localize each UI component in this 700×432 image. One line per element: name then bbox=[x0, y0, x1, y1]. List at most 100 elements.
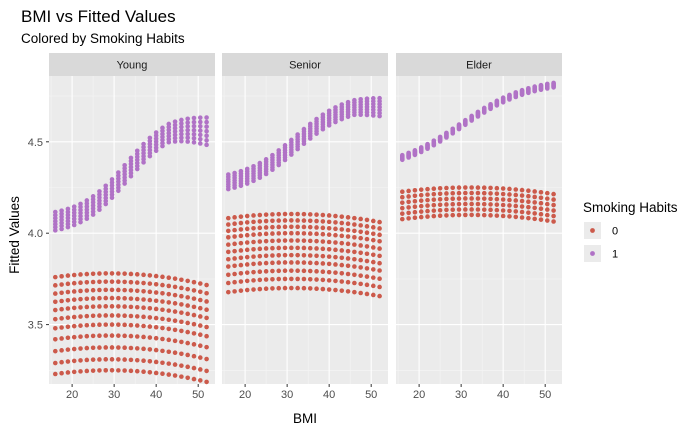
data-point-smoking-0 bbox=[65, 281, 71, 287]
data-point-smoking-1 bbox=[551, 80, 556, 86]
data-point-smoking-0 bbox=[345, 279, 351, 285]
data-point-smoking-0 bbox=[109, 313, 115, 318]
data-point-smoking-0 bbox=[141, 369, 146, 374]
data-point-smoking-0 bbox=[65, 335, 71, 341]
data-point-smoking-0 bbox=[289, 218, 294, 223]
data-point-smoking-0 bbox=[90, 279, 96, 285]
data-point-smoking-0 bbox=[191, 279, 197, 285]
data-point-smoking-0 bbox=[538, 189, 544, 195]
data-point-smoking-0 bbox=[370, 252, 376, 258]
data-point-smoking-0 bbox=[339, 233, 345, 239]
data-point-smoking-0 bbox=[551, 208, 556, 213]
data-point-smoking-0 bbox=[406, 194, 411, 199]
data-point-smoking-0 bbox=[90, 313, 96, 319]
data-point-smoking-0 bbox=[345, 221, 351, 227]
data-point-smoking-0 bbox=[488, 196, 493, 202]
data-point-smoking-0 bbox=[153, 281, 159, 287]
data-point-smoking-0 bbox=[314, 238, 319, 244]
data-point-smoking-0 bbox=[425, 208, 430, 214]
data-point-smoking-1 bbox=[257, 160, 263, 166]
data-point-smoking-1 bbox=[197, 115, 203, 120]
data-point-smoking-0 bbox=[147, 289, 153, 295]
data-point-smoking-0 bbox=[425, 197, 430, 203]
data-point-smoking-0 bbox=[301, 238, 307, 243]
data-point-smoking-0 bbox=[232, 215, 237, 220]
data-point-smoking-0 bbox=[59, 316, 64, 321]
data-point-smoking-1 bbox=[450, 126, 456, 132]
data-point-smoking-1 bbox=[53, 209, 58, 215]
data-point-smoking-0 bbox=[263, 286, 269, 291]
data-point-smoking-0 bbox=[197, 323, 203, 328]
data-point-smoking-0 bbox=[160, 325, 165, 331]
data-point-smoking-0 bbox=[97, 295, 102, 301]
data-point-smoking-0 bbox=[358, 223, 363, 228]
data-point-smoking-0 bbox=[153, 370, 159, 376]
legend-swatch bbox=[590, 228, 595, 233]
data-point-smoking-0 bbox=[251, 213, 256, 218]
data-point-smoking-0 bbox=[71, 305, 77, 311]
data-point-smoking-1 bbox=[185, 139, 190, 144]
data-point-smoking-0 bbox=[153, 290, 159, 295]
data-point-smoking-0 bbox=[295, 252, 300, 258]
data-point-smoking-0 bbox=[282, 218, 288, 223]
data-point-smoking-1 bbox=[463, 117, 468, 123]
data-point-smoking-0 bbox=[418, 198, 424, 203]
data-point-smoking-0 bbox=[314, 231, 319, 237]
legend-label: 1 bbox=[612, 249, 618, 261]
data-point-smoking-1 bbox=[191, 115, 197, 121]
data-point-smoking-0 bbox=[134, 296, 140, 302]
data-point-smoking-0 bbox=[475, 201, 481, 207]
x-tick-label: 50 bbox=[539, 389, 551, 401]
data-point-smoking-1 bbox=[204, 142, 209, 148]
data-point-smoking-1 bbox=[179, 121, 184, 126]
data-point-smoking-0 bbox=[339, 248, 345, 253]
data-point-smoking-1 bbox=[179, 135, 184, 141]
data-point-smoking-0 bbox=[469, 196, 474, 201]
data-point-smoking-0 bbox=[339, 279, 345, 284]
data-point-smoking-0 bbox=[276, 252, 282, 258]
data-point-smoking-1 bbox=[191, 123, 197, 129]
data-point-smoking-0 bbox=[244, 287, 250, 293]
data-point-smoking-1 bbox=[377, 95, 382, 101]
data-point-smoking-1 bbox=[147, 135, 153, 141]
data-point-smoking-0 bbox=[282, 230, 288, 236]
data-point-smoking-0 bbox=[238, 240, 244, 246]
data-point-smoking-0 bbox=[320, 269, 326, 274]
data-point-smoking-0 bbox=[418, 192, 424, 198]
data-point-smoking-1 bbox=[276, 148, 282, 153]
data-point-smoking-0 bbox=[412, 198, 418, 204]
data-point-smoking-0 bbox=[172, 338, 178, 344]
data-point-smoking-0 bbox=[65, 324, 71, 330]
data-point-smoking-1 bbox=[166, 121, 172, 127]
data-point-smoking-0 bbox=[333, 287, 338, 293]
facet-panel-young: Young 20 30 40 50 bbox=[49, 53, 215, 401]
data-point-smoking-0 bbox=[103, 295, 109, 301]
data-point-smoking-0 bbox=[475, 196, 481, 201]
data-point-smoking-0 bbox=[78, 323, 83, 328]
data-point-smoking-0 bbox=[166, 291, 172, 297]
data-point-smoking-0 bbox=[53, 316, 58, 322]
data-point-smoking-1 bbox=[97, 189, 102, 194]
data-point-smoking-0 bbox=[488, 191, 493, 196]
data-point-smoking-1 bbox=[418, 145, 424, 150]
data-point-smoking-0 bbox=[185, 352, 190, 358]
data-point-smoking-0 bbox=[232, 256, 237, 261]
y-tick-label: 4.5 bbox=[28, 137, 43, 149]
data-point-smoking-0 bbox=[276, 260, 282, 265]
data-point-smoking-0 bbox=[226, 235, 231, 240]
data-point-smoking-0 bbox=[320, 246, 326, 252]
data-point-smoking-0 bbox=[147, 347, 153, 352]
data-point-smoking-0 bbox=[134, 280, 140, 285]
data-point-smoking-0 bbox=[71, 369, 77, 375]
data-point-smoking-0 bbox=[153, 347, 159, 353]
data-point-smoking-0 bbox=[320, 239, 326, 244]
data-point-smoking-0 bbox=[282, 224, 288, 230]
data-point-smoking-0 bbox=[469, 190, 474, 196]
data-point-smoking-0 bbox=[160, 274, 165, 280]
legend-swatch bbox=[590, 251, 595, 256]
data-point-smoking-0 bbox=[122, 271, 127, 276]
data-point-smoking-0 bbox=[345, 289, 351, 294]
data-point-smoking-0 bbox=[450, 190, 456, 196]
data-point-smoking-0 bbox=[191, 353, 197, 359]
x-tick-label: 30 bbox=[108, 389, 120, 401]
